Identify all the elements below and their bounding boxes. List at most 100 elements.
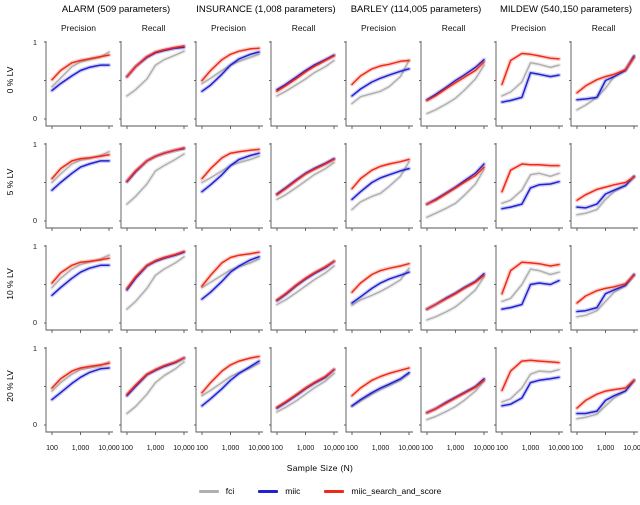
legend-label-miic_search_and_score: miic_search_and_score bbox=[351, 486, 442, 496]
fci-line bbox=[501, 368, 560, 403]
plot-svg-mildew-recall bbox=[569, 41, 638, 129]
row-gutter: 10 % LV 1 0 bbox=[2, 240, 38, 342]
miic-confidence-band bbox=[499, 179, 562, 211]
axes bbox=[45, 143, 113, 229]
y-tick-label-top: 1 bbox=[32, 344, 37, 353]
plot-svg-insurance-recall bbox=[269, 347, 338, 435]
fci-line bbox=[276, 265, 335, 306]
miic_search_and_score-line bbox=[126, 147, 185, 182]
axes bbox=[345, 347, 413, 433]
axes bbox=[345, 245, 413, 331]
plot-panel-mildew-precision bbox=[494, 138, 563, 240]
miic_search_and_score-line bbox=[126, 45, 185, 78]
plot-svg-insurance-precision bbox=[194, 143, 263, 231]
header-spacer bbox=[2, 0, 38, 1]
dataset-title: INSURANCE (1,008 parameters) bbox=[196, 4, 336, 15]
plot-panel-insurance-recall bbox=[269, 138, 338, 240]
fci-line bbox=[126, 361, 185, 415]
y-tick-label-bottom: 0 bbox=[32, 216, 37, 225]
miic-line bbox=[201, 360, 260, 407]
fci-line bbox=[201, 362, 260, 397]
plot-panel-barley-precision bbox=[344, 138, 413, 240]
plot-panel-insurance-precision bbox=[194, 342, 263, 444]
plot-panel-barley-recall bbox=[419, 138, 488, 240]
row-gutter: 5 % LV 1 0 bbox=[2, 138, 38, 240]
plot-svg-barley-precision bbox=[344, 245, 413, 333]
plot-panel-mildew-precision bbox=[494, 342, 563, 444]
plot-svg-insurance-recall bbox=[269, 41, 338, 129]
row-label: 5 % LV bbox=[5, 168, 15, 196]
axes bbox=[495, 245, 563, 331]
plot-svg-alarm-precision bbox=[44, 245, 113, 333]
miic_search_and_score-line bbox=[501, 359, 560, 392]
miic_search_and_score-line bbox=[201, 251, 260, 287]
plot-svg-insurance-precision bbox=[194, 245, 263, 333]
metric-header: Recall bbox=[291, 23, 316, 33]
miic_search_and_score-line bbox=[51, 257, 110, 284]
plot-panel-mildew-precision bbox=[494, 240, 563, 342]
metric-header: Precision bbox=[361, 23, 396, 33]
miic_search_and_score-line bbox=[201, 355, 260, 394]
axes bbox=[420, 143, 488, 229]
x-tick-label: 10,000 bbox=[98, 445, 120, 452]
x-axis-title: Sample Size (N) bbox=[286, 463, 354, 473]
fci-line bbox=[426, 380, 485, 421]
fci-line bbox=[426, 64, 485, 115]
plot-panel-alarm-recall bbox=[119, 240, 188, 342]
axes bbox=[270, 41, 338, 127]
miic_search_and_score-line bbox=[126, 250, 185, 290]
plot-panel-barley-precision bbox=[344, 36, 413, 138]
miic-line bbox=[351, 371, 410, 407]
miic-line bbox=[501, 376, 560, 407]
plot-panel-insurance-precision bbox=[194, 36, 263, 138]
miic-confidence-band bbox=[349, 270, 412, 306]
miic_search_and_score-line bbox=[576, 56, 635, 94]
x-tick-label: 1,000 bbox=[446, 445, 465, 452]
plot-panel-barley-recall bbox=[419, 36, 488, 138]
row-gutter: 20 % LV 1 0 bbox=[2, 342, 38, 444]
metric-spacer bbox=[2, 18, 38, 19]
fci-line bbox=[351, 267, 410, 307]
miic_search_and_score-line bbox=[576, 379, 635, 409]
fci-line bbox=[51, 150, 110, 184]
miic-line bbox=[351, 167, 410, 201]
x-tick-label: 1,000 bbox=[596, 445, 615, 452]
axes bbox=[570, 143, 638, 229]
miic_search_and_score-line bbox=[51, 54, 110, 81]
x-tick-label: 100 bbox=[46, 445, 58, 452]
axes bbox=[345, 41, 413, 127]
miic_search_and_score-line bbox=[501, 163, 560, 193]
fci-line bbox=[426, 276, 485, 321]
plot-svg-barley-precision bbox=[344, 347, 413, 435]
miic_search_and_score-confidence-band bbox=[124, 145, 187, 184]
x-tick-labels: 100 1,000 10,000 bbox=[119, 444, 195, 457]
plot-svg-alarm-recall bbox=[119, 347, 188, 435]
metric-header: Recall bbox=[141, 23, 166, 33]
axes bbox=[420, 41, 488, 127]
plot-svg-alarm-recall bbox=[119, 245, 188, 333]
dataset-title: MILDEW (540,150 parameters) bbox=[500, 4, 632, 15]
fci-line bbox=[501, 62, 560, 97]
plot-svg-mildew-recall bbox=[569, 143, 638, 231]
miic_search_and_score-line bbox=[426, 61, 485, 102]
fci-line bbox=[201, 258, 260, 289]
plot-svg-alarm-precision bbox=[44, 143, 113, 231]
plot-svg-mildew-precision bbox=[494, 41, 563, 129]
legend-item-miic_search_and_score: miic_search_and_score bbox=[324, 486, 441, 496]
metric-header: Precision bbox=[211, 23, 246, 33]
plot-svg-mildew-recall bbox=[569, 347, 638, 435]
plot-panel-mildew-recall bbox=[569, 342, 638, 444]
x-tick-label: 1,000 bbox=[371, 445, 390, 452]
metric-header: Precision bbox=[61, 23, 96, 33]
axes bbox=[345, 143, 413, 229]
dataset-title: BARLEY (114,005 parameters) bbox=[350, 4, 482, 15]
x-tick-label: 10,000 bbox=[398, 445, 420, 452]
axes bbox=[570, 41, 638, 127]
axes bbox=[495, 347, 563, 433]
y-tick-label-top: 1 bbox=[32, 38, 37, 47]
x-tick-label: 100 bbox=[571, 445, 583, 452]
plot-svg-mildew-precision bbox=[494, 143, 563, 231]
x-tick-label: 100 bbox=[271, 445, 283, 452]
miic-line bbox=[201, 256, 260, 300]
fci-line bbox=[351, 160, 410, 211]
